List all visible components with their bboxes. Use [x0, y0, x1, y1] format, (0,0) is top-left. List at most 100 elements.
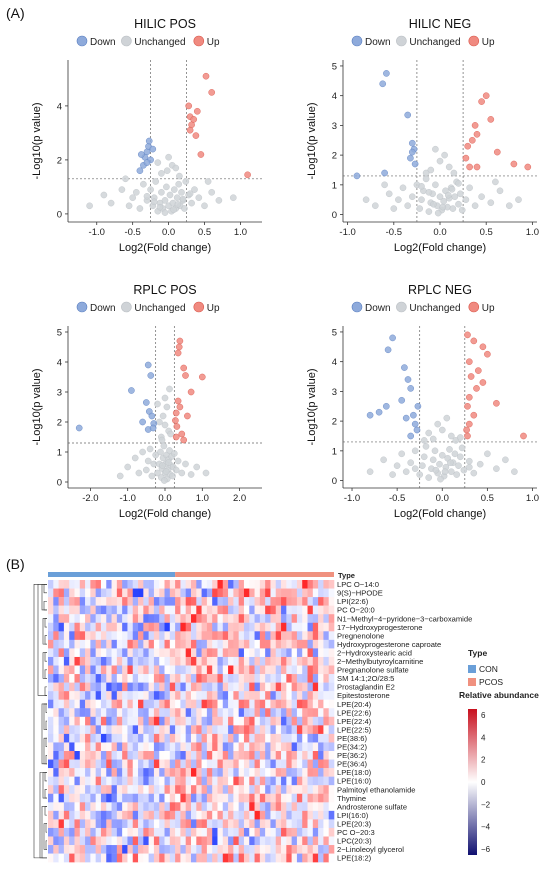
heatmap-cell: [206, 622, 213, 632]
heatmap-cell: [153, 605, 160, 615]
heatmap-cell: [249, 622, 255, 632]
point-unchanged: [437, 475, 444, 483]
heatmap-cell: [127, 845, 134, 854]
heatmap-cell: [222, 768, 229, 777]
heatmap-cell: [169, 691, 176, 700]
heatmap-cell: [243, 674, 250, 683]
heatmap-cell: [100, 597, 107, 606]
heatmap-cell: [296, 776, 303, 786]
heatmap-cell: [106, 776, 112, 786]
heatmap-cell: [100, 622, 107, 632]
heatmap-cell: [169, 733, 176, 743]
point-unchanged: [419, 462, 426, 469]
heatmap-cell: [79, 708, 86, 717]
heatmap-cell: [122, 836, 128, 846]
point-unchanged: [418, 196, 425, 203]
heatmap-cell: [175, 768, 181, 777]
heatmap-cell: [164, 802, 171, 812]
heatmap-cell: [296, 622, 303, 632]
heatmap-cell: [291, 810, 298, 820]
heatmap-cell: [169, 853, 176, 863]
heatmap-cell: [180, 674, 187, 683]
heatmap-cell: [265, 622, 271, 632]
heatmap-cell: [328, 845, 335, 854]
heatmap-cell: [312, 597, 319, 606]
heatmap-cell: [116, 819, 123, 829]
point-unchanged: [462, 196, 470, 203]
heatmap-cell: [238, 785, 245, 794]
heatmap-cell: [191, 639, 197, 649]
heatmap-cell: [90, 580, 96, 589]
heatmap-cell: [74, 819, 81, 829]
heatmap-cell: [222, 614, 229, 623]
heatmap-cell: [243, 827, 250, 837]
heatmap-cell: [206, 682, 213, 692]
heatmap-cell: [175, 622, 181, 632]
heatmap-cell: [275, 836, 282, 846]
point-unchanged: [385, 190, 393, 198]
heatmap-cell: [63, 725, 70, 735]
heatmap-cell: [323, 665, 330, 675]
heatmap-cell: [74, 614, 81, 623]
heatmap-cell: [164, 588, 171, 598]
heatmap-cell: [318, 853, 324, 863]
heatmap-cell: [185, 759, 192, 769]
heatmap-cell: [143, 725, 149, 735]
heatmap-cell: [275, 776, 282, 786]
heatmap-cell: [217, 742, 224, 752]
heatmap-cell: [217, 622, 224, 632]
point-unchanged: [487, 199, 495, 206]
heatmap-cell: [180, 614, 187, 623]
heatmap-cell: [122, 665, 128, 675]
heatmap-cell: [238, 827, 245, 837]
heatmap-cell: [191, 699, 197, 709]
point-unchanged: [398, 450, 405, 458]
heatmap-cell: [63, 819, 70, 829]
heatmap-cell: [196, 682, 202, 692]
heatmap-cell: [222, 845, 229, 854]
heatmap-cell: [249, 674, 255, 683]
heatmap-cell: [127, 597, 134, 606]
heatmap-cell: [58, 639, 65, 649]
point-up: [473, 131, 481, 138]
heatmap-cell: [79, 768, 86, 777]
heatmap-cell: [265, 597, 271, 606]
heatmap-cell: [275, 742, 282, 752]
heatmap-cell: [95, 708, 102, 717]
legend-swatch: [396, 35, 407, 47]
heatmap-cell: [63, 665, 70, 675]
heatmap-cell: [74, 853, 81, 863]
row-label: Pregnanolone sulfate: [337, 666, 409, 675]
heatmap-cell: [222, 639, 229, 649]
heatmap-cell: [328, 802, 335, 812]
heatmap-cell: [138, 691, 144, 700]
heatmap-cell: [291, 733, 298, 743]
heatmap-cell: [132, 674, 139, 683]
heatmap-cell: [302, 699, 308, 709]
point-unchanged: [444, 191, 452, 199]
heatmap-cell: [53, 827, 59, 837]
dendrogram-branch: [43, 601, 47, 611]
heatmap-cell: [249, 656, 255, 666]
heatmap-cell: [159, 725, 165, 735]
heatmap-cell: [53, 614, 59, 623]
heatmap-cell: [116, 682, 123, 692]
heatmap-cell: [243, 845, 250, 854]
legend-swatch: [121, 301, 132, 313]
heatmap-cell: [275, 716, 282, 726]
heatmap-cell: [53, 631, 59, 641]
heatmap-cell: [132, 827, 139, 837]
heatmap-cell: [148, 836, 155, 846]
heatmap-cell: [191, 768, 197, 777]
heatmap-cell: [90, 639, 96, 649]
heatmap-cell: [206, 597, 213, 606]
heatmap-cell: [302, 776, 308, 786]
heatmap-cell: [74, 699, 81, 709]
heatmap-cell: [132, 742, 139, 752]
heatmap-cell: [275, 631, 282, 641]
heatmap-cell: [238, 716, 245, 726]
heatmap-cell: [111, 699, 118, 709]
point-unchanged: [161, 394, 169, 402]
heatmap-cell: [254, 691, 261, 700]
